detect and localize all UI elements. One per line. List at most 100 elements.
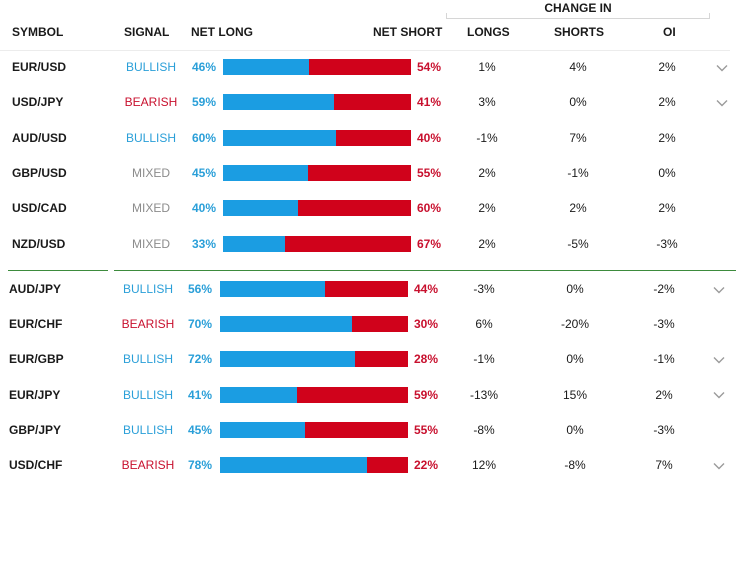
symbol-cell[interactable]: AUD/JPY [9,282,62,296]
net-long-value: 33% [192,236,217,251]
column-header-longs[interactable]: LONGS [467,25,510,39]
change-longs-value: 1% [478,60,496,74]
sentiment-bar [223,59,411,75]
group-divider-right [114,270,736,271]
table-row[interactable]: EUR/CHF BEARISH 70% 30% 6% -20% -3% [0,307,753,342]
change-shorts-value: -1% [567,165,589,180]
column-header-net-short[interactable]: NET SHORT [373,25,443,39]
change-longs-value: -8% [473,422,495,437]
net-long-value: 45% [188,422,213,437]
table-row[interactable]: AUD/USD BULLISH 60% 40% -1% 7% 2% [0,121,753,156]
signal-cell: BULLISH [125,60,177,74]
symbol-cell[interactable]: GBP/USD [12,165,67,180]
symbol-cell[interactable]: USD/CAD [12,201,67,216]
chevron-down-icon[interactable] [714,50,730,85]
change-oi-value: 2% [658,95,676,110]
net-short-value: 30% [414,317,439,332]
table-row[interactable]: USD/JPY BEARISH 59% 41% 3% 0% 2% [0,85,753,120]
net-long-fill [223,164,308,181]
net-long-fill [220,316,352,333]
symbol-cell[interactable]: USD/CHF [9,458,63,472]
net-short-value: 44% [414,282,439,296]
change-shorts-value: -20% [560,317,589,332]
table-row[interactable]: EUR/USD BULLISH 46% 54% 1% 4% 2% [0,50,753,85]
net-long-value: 56% [188,282,213,296]
column-header-shorts[interactable]: SHORTS [554,25,605,39]
sentiment-bar [223,94,411,111]
change-shorts-value: 0% [566,422,584,437]
column-header-signal[interactable]: SIGNAL [124,25,170,39]
net-long-value: 78% [188,458,213,472]
signal-cell: BEARISH [121,458,175,472]
change-oi-value: -3% [653,317,675,332]
column-header-net-long[interactable]: NET LONG [191,25,253,39]
table-row[interactable]: NZD/USD MIXED 33% 67% 2% -5% -3% [0,227,753,262]
change-longs-value: -1% [473,352,495,367]
symbol-cell[interactable]: NZD/USD [12,236,66,251]
change-shorts-value: 7% [569,130,587,145]
net-short-value: 60% [417,201,442,216]
change-oi-value: 7% [655,458,673,472]
net-long-value: 70% [188,317,213,332]
symbol-cell[interactable]: EUR/USD [12,60,67,74]
net-long-fill [223,129,336,146]
change-shorts-value: -5% [567,236,589,251]
symbol-cell[interactable]: EUR/GBP [9,352,64,367]
net-long-value: 59% [192,95,217,110]
column-header-symbol[interactable]: SYMBOL [12,25,64,39]
group-divider-left [8,270,108,271]
net-long-fill [223,94,334,111]
signal-cell: BEARISH [121,317,175,332]
table-row[interactable]: EUR/JPY BULLISH 41% 59% -13% 15% 2% [0,378,753,413]
change-shorts-value: 4% [569,60,587,74]
chevron-down-icon[interactable] [711,448,727,483]
change-longs-value: -13% [469,387,498,402]
signal-cell: BULLISH [122,282,174,296]
symbol-cell[interactable]: AUD/USD [12,130,67,145]
change-longs-value: 2% [478,236,496,251]
signal-cell: MIXED [131,236,170,251]
net-short-value: 40% [417,130,442,145]
symbol-cell[interactable]: GBP/JPY [9,422,62,437]
table-row[interactable]: USD/CHF BEARISH 78% 22% 12% -8% 7% [0,448,753,483]
table-row[interactable]: AUD/JPY BULLISH 56% 44% -3% 0% -2% [0,272,753,307]
change-shorts-value: 0% [569,95,587,110]
change-oi-value: 0% [658,165,676,180]
change-shorts-value: 15% [562,387,588,402]
header-divider [0,50,730,51]
signal-cell: BEARISH [124,95,178,110]
net-long-fill [220,351,356,368]
net-short-value: 54% [417,60,442,74]
net-long-value: 60% [192,130,217,145]
change-longs-value: 2% [478,165,496,180]
net-short-value: 41% [417,95,442,110]
chevron-down-icon[interactable] [711,272,727,307]
chevron-down-icon[interactable] [711,378,727,413]
change-oi-value: -3% [656,236,678,251]
table-row[interactable]: USD/CAD MIXED 40% 60% 2% 2% 2% [0,191,753,226]
net-short-value: 55% [417,165,442,180]
change-longs-value: 3% [478,95,496,110]
signal-cell: BULLISH [122,422,174,437]
change-longs-value: 2% [478,201,496,216]
chevron-down-icon[interactable] [714,85,730,120]
table-row[interactable]: EUR/GBP BULLISH 72% 28% -1% 0% -1% [0,342,753,377]
net-long-fill [223,235,286,252]
table-row[interactable]: GBP/USD MIXED 45% 55% 2% -1% 0% [0,156,753,191]
sentiment-bar [220,281,408,297]
sentiment-bar [220,316,408,333]
change-in-title: CHANGE IN [544,1,612,15]
change-shorts-value: -8% [564,458,586,472]
sentiment-bar [220,386,408,403]
column-header-oi[interactable]: OI [663,25,676,39]
symbol-cell[interactable]: EUR/JPY [9,387,61,402]
chevron-down-icon[interactable] [711,342,727,377]
change-oi-value: -2% [653,282,675,296]
symbol-cell[interactable]: EUR/CHF [9,317,63,332]
symbol-cell[interactable]: USD/JPY [12,95,64,110]
change-oi-value: 2% [658,130,676,145]
sentiment-bar [223,164,411,181]
sentiment-bar [220,457,408,473]
change-oi-value: 2% [655,387,673,402]
table-row[interactable]: GBP/JPY BULLISH 45% 55% -8% 0% -3% [0,413,753,448]
